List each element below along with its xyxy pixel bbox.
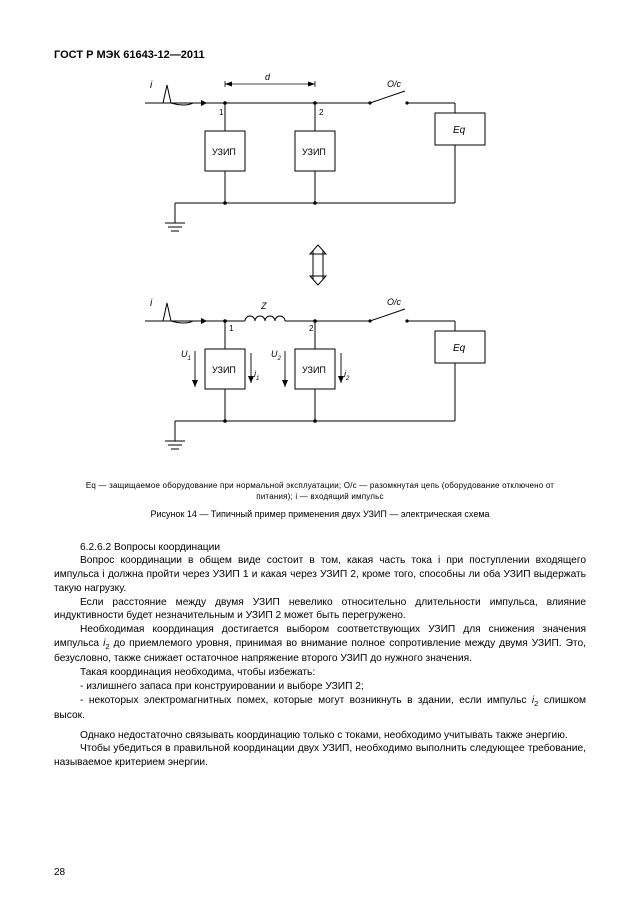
label-i-bot: i [150,298,153,309]
page-number: 28 [54,866,65,880]
section-heading: 6.2.6.2 Вопросы координации [54,541,586,555]
label-z: Z [260,301,267,311]
label-node2-bot: 2 [309,324,314,333]
label-eq-top: Eq [453,125,466,136]
label-i1: i1 [254,369,259,382]
figure-legend: Eq — защищаемое оборудование при нормаль… [54,481,586,503]
label-oc-top: O/c [387,79,402,89]
para-5: Однако недостаточно связывать координаци… [54,729,586,743]
para-6: Чтобы убедиться в правильной координации… [54,742,586,770]
label-i-top: i [150,80,153,91]
label-node1-bot: 1 [229,324,234,333]
label-uzip1-bot: УЗИП [212,365,236,375]
figure-caption: Рисунок 14 — Типичный пример применения … [54,508,586,520]
para-1: Вопрос координации в общем виде состоит … [54,554,586,595]
label-d: d [265,73,271,82]
label-uzip1-top: УЗИП [212,147,236,157]
label-eq-bot: Eq [453,343,466,354]
figure-diagram: i d 1 2 O/c Eq [54,73,586,473]
para-2: Если расстояние между двумя УЗИП невелик… [54,596,586,624]
legend-line2: питания); i — входящий импульс [256,492,384,501]
label-uzip2-bot: УЗИП [302,365,326,375]
label-u1: U1 [181,349,191,362]
doc-header: ГОСТ Р МЭК 61643-12—2011 [54,48,586,63]
label-uzip2-top: УЗИП [302,147,326,157]
legend-line1: Eq — защищаемое оборудование при нормаль… [86,481,554,490]
label-oc-bot: O/c [387,297,402,307]
label-u2: U2 [271,349,282,362]
bullet-1: - излишнего запаса при конструировании и… [54,680,586,694]
label-node1-top: 1 [219,108,224,117]
para-3: Необходимая координация достигается выбо… [54,623,586,666]
para-4: Такая координация необходима, чтобы избе… [54,666,586,680]
label-i2: i2 [344,369,350,382]
label-node2-top: 2 [319,108,324,117]
bullet-2: - некоторых электромагнитных помех, кото… [54,694,586,723]
